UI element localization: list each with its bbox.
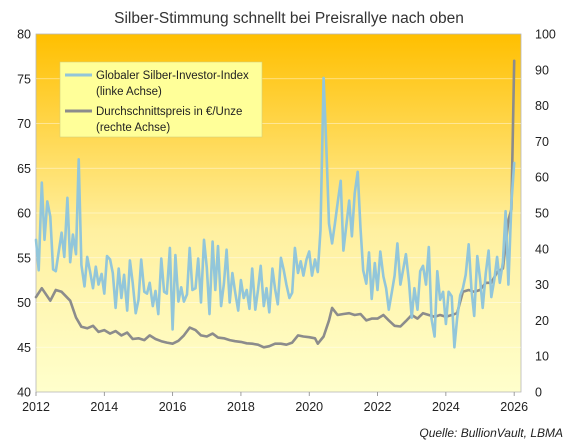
y-right-tick-label: 100: [535, 28, 556, 42]
x-tick-label: 2018: [227, 400, 255, 414]
y-right-tick-label: 40: [535, 242, 549, 256]
x-tick-label: 2012: [22, 400, 50, 414]
series-line-avg-price: [34, 59, 516, 349]
legend-box: [59, 61, 263, 138]
y-left-tick-label: 70: [17, 117, 31, 131]
y-left-tick-label: 50: [17, 296, 31, 310]
x-tick-label: 2026: [500, 400, 528, 414]
y-right-tick-label: 80: [535, 99, 549, 113]
y-axis-right: 0 10 20 30 40 50 60 70 80 90 100: [535, 28, 556, 400]
legend-label-investor-index: Globaler Silber-Investor-Index: [96, 70, 249, 82]
x-tick-label: 2016: [159, 400, 187, 414]
y-right-tick-label: 70: [535, 135, 549, 149]
y-left-tick-label: 80: [17, 28, 31, 42]
legend: Globaler Silber-Investor-Index (linke Ac…: [59, 61, 263, 138]
series-line-investor-index: [34, 76, 516, 349]
y-left-tick-label: 40: [17, 386, 31, 400]
y-right-tick-label: 30: [535, 278, 549, 292]
y-left-tick-label: 45: [17, 341, 31, 355]
y-right-tick-label: 60: [535, 171, 549, 185]
chart-title: Silber-Stimmung schnellt bei Preisrallye…: [114, 10, 464, 27]
x-tick-label: 2020: [295, 400, 323, 414]
legend-label-avg-price: Durchschnittspreis in €/Unze: [96, 106, 242, 118]
y-right-tick-label: 50: [535, 207, 549, 221]
x-tick-label: 2022: [364, 400, 392, 414]
y-right-tick-label: 20: [535, 314, 549, 328]
x-axis: 2012 2014 2016 2018 2020 2022 2024 2026: [22, 392, 528, 414]
y-right-tick-label: 0: [535, 386, 542, 400]
series-layer: [34, 59, 516, 349]
source-note: Quelle: BullionVault, LBMA: [419, 426, 563, 440]
y-left-tick-label: 65: [17, 162, 31, 176]
x-tick-label: 2014: [90, 400, 118, 414]
y-right-tick-label: 90: [535, 63, 549, 77]
x-tick-label: 2024: [432, 400, 460, 414]
y-left-tick-label: 55: [17, 251, 31, 265]
y-axis-left: 40 45 50 55 60 65 70 75 80: [17, 28, 31, 400]
y-left-tick-label: 60: [17, 207, 31, 221]
legend-sublabel-investor-index: (linke Achse): [96, 86, 162, 98]
y-left-tick-label: 75: [17, 72, 31, 86]
legend-sublabel-avg-price: (rechte Achse): [96, 122, 170, 134]
y-right-tick-label: 10: [535, 350, 549, 364]
